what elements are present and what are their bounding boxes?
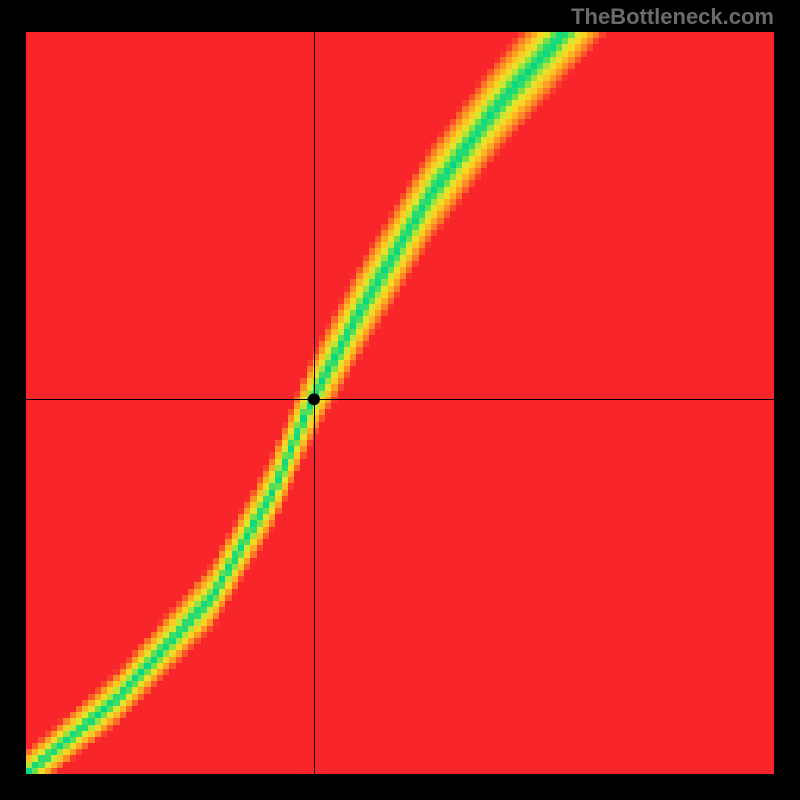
bottleneck-heatmap	[0, 0, 800, 800]
chart-container: TheBottleneck.com	[0, 0, 800, 800]
watermark-text: TheBottleneck.com	[571, 4, 774, 30]
